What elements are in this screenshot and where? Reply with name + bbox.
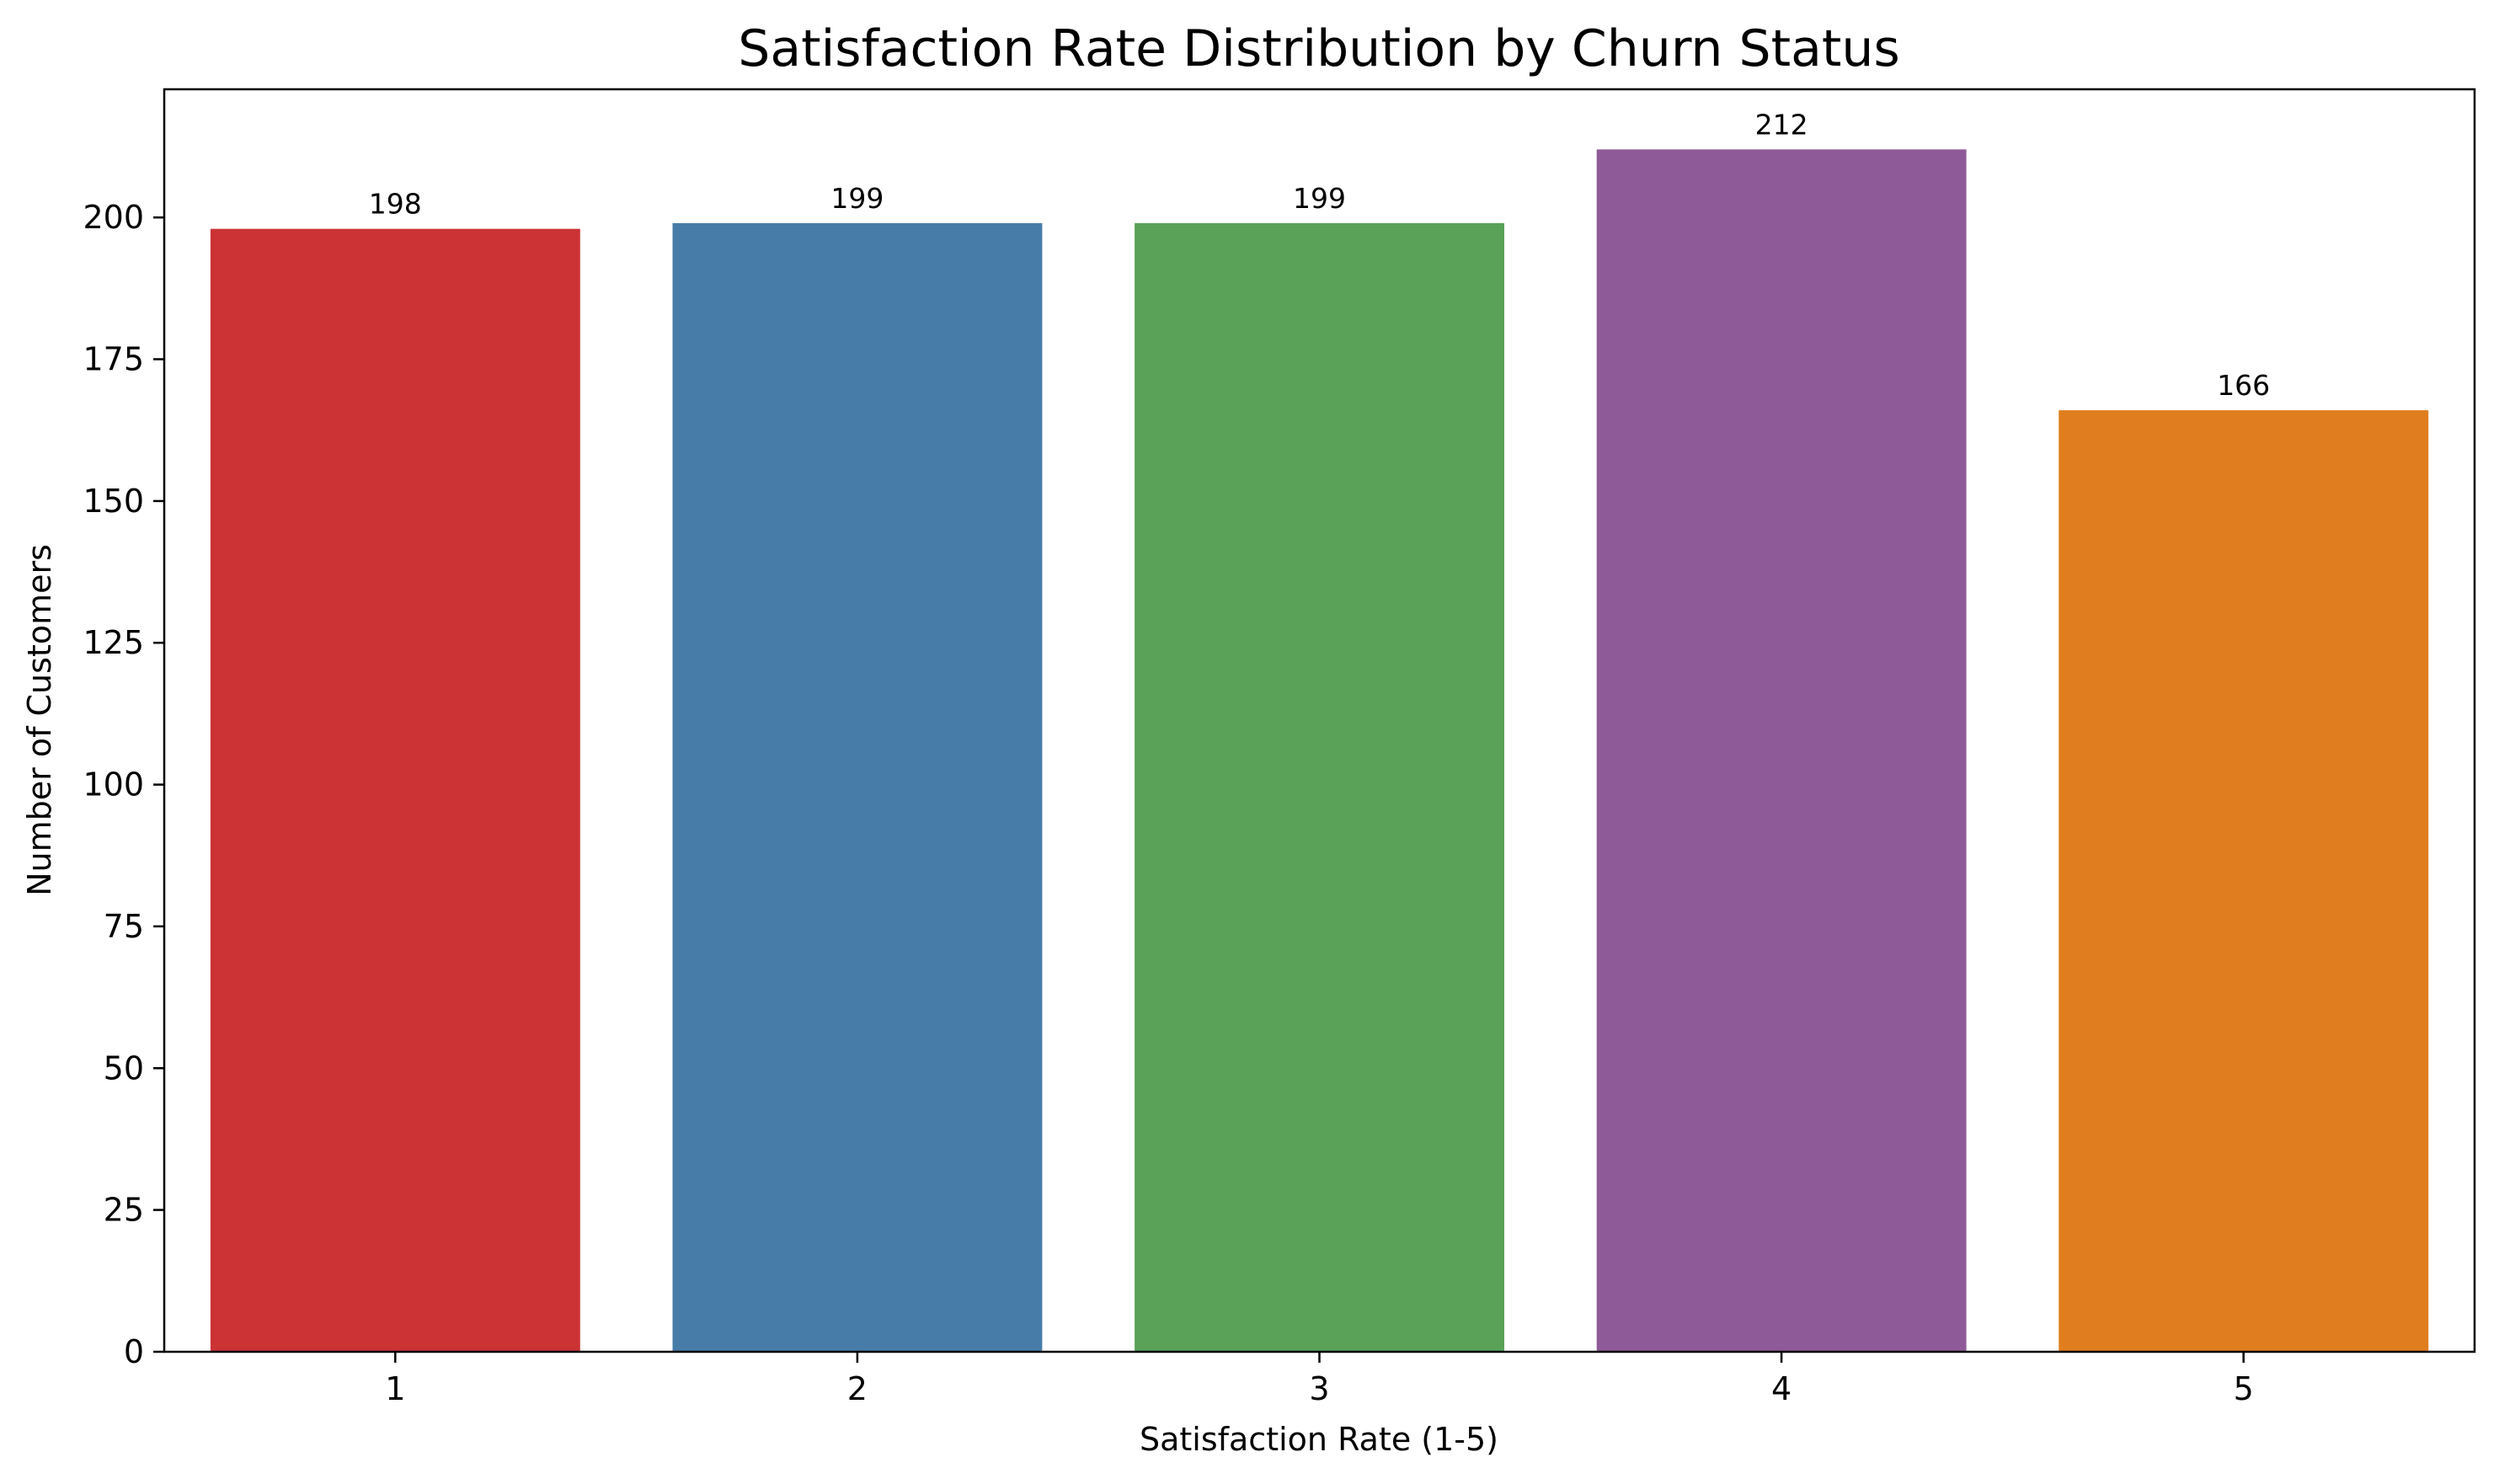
y-tick-label: 125 (83, 624, 144, 661)
bar-5 (2058, 410, 2429, 1353)
y-tick-label: 25 (104, 1192, 144, 1229)
bars-group (210, 149, 2429, 1353)
bar-3 (1135, 222, 1504, 1352)
y-tick-label: 200 (83, 199, 144, 236)
y-tick-label: 100 (83, 766, 144, 803)
x-axis-ticks: 1 2 3 4 5 (385, 1352, 2254, 1407)
x-tick-label: 3 (1309, 1370, 1329, 1407)
data-labels-group: 198 199 199 212 166 (369, 108, 2270, 402)
y-tick-label: 175 (83, 341, 144, 378)
x-axis-label: Satisfaction Rate (1-5) (1140, 1421, 1498, 1458)
bar-2 (672, 222, 1043, 1352)
x-tick-label: 5 (2234, 1370, 2254, 1407)
chart-title: Satisfaction Rate Distribution by Churn … (738, 19, 1899, 78)
y-axis-ticks: 0 25 50 75 100 125 150 175 200 (83, 199, 164, 1370)
bar-value-label-4: 212 (1755, 108, 1808, 141)
bar-value-label-1: 198 (369, 188, 422, 221)
x-tick-label: 2 (847, 1370, 868, 1407)
bar-value-label-2: 199 (830, 182, 884, 215)
y-tick-label: 75 (104, 908, 144, 945)
y-tick-label: 0 (124, 1333, 144, 1370)
bar-value-label-5: 166 (2217, 369, 2270, 402)
y-tick-label: 150 (83, 483, 144, 520)
x-tick-label: 4 (1771, 1370, 1791, 1407)
bar-value-label-3: 199 (1293, 182, 1346, 215)
bar-1 (210, 228, 580, 1353)
y-axis-label: Number of Customers (21, 544, 58, 896)
x-tick-label: 1 (385, 1370, 405, 1407)
bar-4 (1596, 149, 1967, 1352)
y-tick-label: 50 (104, 1049, 144, 1086)
